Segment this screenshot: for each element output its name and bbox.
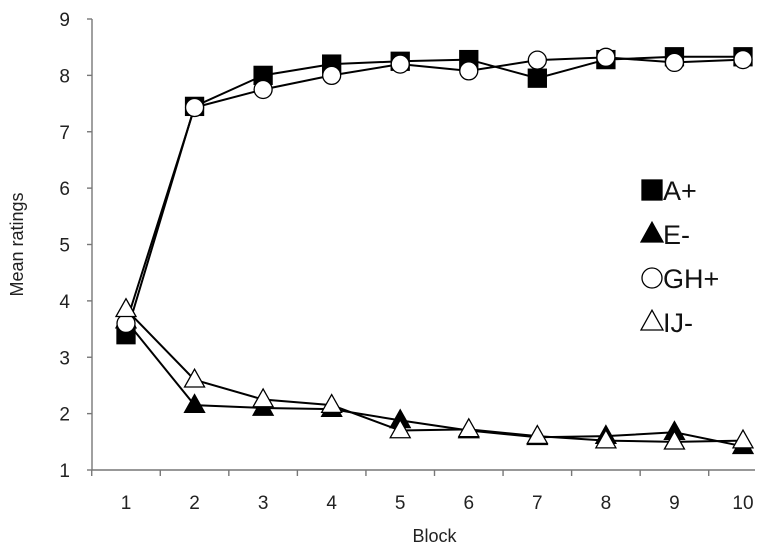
- legend-marker: [641, 267, 663, 289]
- x-tick-label: 7: [532, 493, 543, 514]
- data-point: [596, 47, 616, 67]
- series-line: [125, 55, 743, 335]
- series-line: [125, 56, 744, 324]
- series-4: [114, 297, 755, 450]
- x-tick-label: 8: [601, 493, 612, 514]
- y-axis-ticks: 1 2 3 4 5 6 7 8 9: [59, 10, 92, 482]
- legend-label: IJ-: [663, 308, 693, 338]
- legend-label: GH+: [663, 264, 719, 294]
- data-point: [733, 49, 753, 70]
- x-tick-label: 6: [463, 493, 474, 514]
- legend-item: IJ-: [639, 308, 693, 338]
- series-line: [125, 308, 744, 443]
- x-tick-label: 2: [189, 493, 200, 514]
- data-point: [731, 428, 755, 449]
- data-point: [390, 54, 410, 74]
- y-tick-label: 8: [59, 66, 70, 87]
- y-tick-label: 6: [59, 179, 70, 200]
- legend: A+ E- GH+ IJ-: [639, 176, 719, 338]
- data-point: [664, 52, 685, 73]
- x-axis-label: Block: [412, 526, 457, 546]
- y-tick-label: 2: [59, 405, 70, 426]
- legend-label: A+: [663, 176, 697, 206]
- legend-marker: [641, 179, 663, 201]
- data-point: [457, 417, 480, 438]
- x-tick-label: 4: [326, 493, 337, 514]
- series-layer: [114, 47, 755, 455]
- x-tick-label: 1: [121, 493, 132, 514]
- y-tick-label: 9: [59, 10, 70, 31]
- legend-item: GH+: [641, 264, 719, 294]
- y-tick-label: 3: [59, 348, 70, 369]
- y-axis-label: Mean ratings: [7, 192, 27, 296]
- data-point: [322, 65, 342, 86]
- legend-marker: [639, 220, 665, 243]
- data-point: [114, 297, 138, 318]
- x-tick-label: 3: [258, 493, 269, 514]
- legend-item: A+: [641, 176, 697, 206]
- data-point: [389, 418, 412, 439]
- y-tick-label: 1: [59, 461, 70, 482]
- legend-label: E-: [663, 220, 690, 250]
- data-point: [251, 387, 275, 408]
- data-point: [184, 97, 205, 118]
- data-point: [320, 393, 343, 414]
- data-point: [527, 50, 547, 70]
- series-line: [125, 319, 744, 448]
- x-tick-label: 9: [669, 493, 680, 514]
- x-tick-label: 10: [732, 493, 753, 514]
- series-2: [114, 308, 755, 455]
- y-tick-label: 4: [59, 292, 70, 313]
- data-point: [253, 79, 273, 100]
- data-point: [459, 61, 479, 81]
- data-point: [663, 429, 686, 450]
- series-3: [116, 47, 753, 334]
- data-point: [183, 393, 206, 414]
- y-tick-label: 5: [59, 236, 70, 257]
- data-point: [526, 424, 549, 445]
- x-axis-ticks: 1 2 3 4 5 6 7 8 9 10: [91, 470, 754, 514]
- legend-item: E-: [639, 220, 690, 250]
- legend-marker: [639, 308, 665, 331]
- data-point: [183, 367, 206, 388]
- data-point: [594, 428, 618, 449]
- data-point: [527, 68, 547, 88]
- x-tick-label: 5: [395, 493, 406, 514]
- y-tick-label: 7: [59, 123, 70, 144]
